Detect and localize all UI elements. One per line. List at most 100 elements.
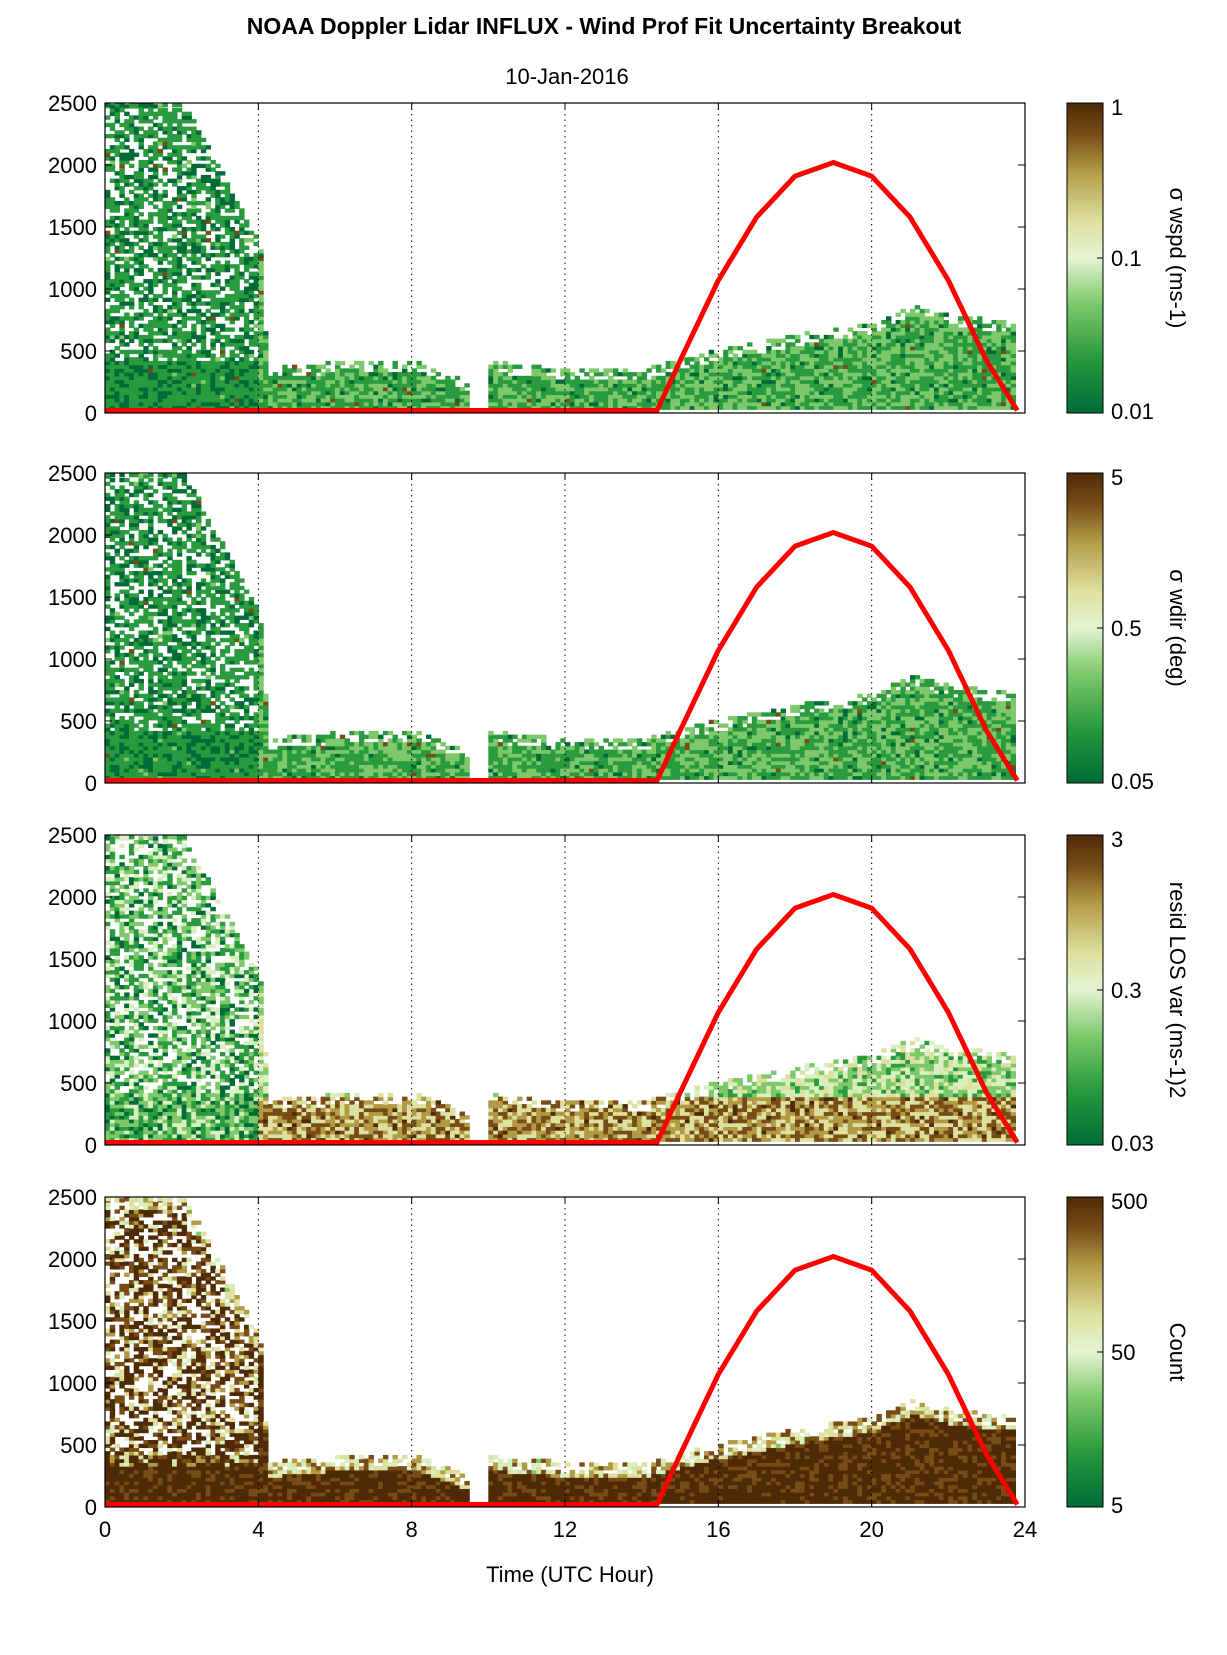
heatmap-cell <box>991 364 997 369</box>
heatmap-cell <box>124 137 130 143</box>
heatmap-cell <box>598 379 604 384</box>
heatmap-cell <box>152 398 159 403</box>
heatmap-cell <box>608 368 614 373</box>
heatmap-cell <box>105 372 111 377</box>
heatmap-cell <box>488 383 494 388</box>
heatmap-cell <box>210 394 216 399</box>
heatmap-cell <box>680 394 686 399</box>
heatmap-cell <box>790 334 796 340</box>
heatmap-cell <box>176 148 183 154</box>
heatmap-cell <box>488 364 494 369</box>
heatmap-cell <box>622 398 628 403</box>
heatmap-cell <box>152 645 159 650</box>
heatmap-cell <box>128 753 135 758</box>
heatmap-cell <box>148 174 154 180</box>
heatmap-cell <box>157 716 164 721</box>
heatmap-cell <box>814 375 820 381</box>
heatmap-cell <box>152 690 159 695</box>
heatmap-cell <box>574 383 580 388</box>
heatmap-cell <box>910 386 916 392</box>
heatmap-cell <box>502 379 509 384</box>
heatmap-cell <box>138 645 144 650</box>
heatmap-cell <box>775 349 782 355</box>
heatmap-cell <box>143 390 149 395</box>
heatmap-cell <box>991 346 997 351</box>
heatmap-cell <box>109 111 116 116</box>
heatmap-cell <box>790 360 796 366</box>
heatmap-cell <box>148 334 154 340</box>
heatmap-cell <box>756 398 763 403</box>
heatmap-cell <box>349 401 355 407</box>
heatmap-cell <box>167 353 173 358</box>
heatmap-cell <box>282 394 288 399</box>
heatmap-cell <box>105 708 111 713</box>
heatmap-cell <box>291 398 298 403</box>
heatmap-cell <box>162 693 168 699</box>
heatmap-cell <box>253 305 259 310</box>
heatmap-cell <box>157 742 164 747</box>
heatmap-cell <box>703 379 710 384</box>
heatmap-cell <box>986 383 993 388</box>
heatmap-cell <box>128 334 135 340</box>
heatmap-cell <box>684 394 691 399</box>
heatmap-cell <box>953 390 959 395</box>
heatmap-cell <box>258 271 264 276</box>
heatmap-cell <box>143 182 149 187</box>
heatmap-cell <box>172 518 178 524</box>
heatmap-cell <box>862 405 868 410</box>
heatmap-cell <box>713 360 719 366</box>
heatmap-cell <box>167 137 173 143</box>
heatmap-cell <box>910 405 916 410</box>
heatmap-cell <box>210 215 216 221</box>
heatmap-cell <box>181 675 188 680</box>
heatmap-cell <box>181 489 188 494</box>
heatmap-cell <box>162 626 168 632</box>
heatmap-cell <box>128 675 135 680</box>
heatmap-cell <box>421 386 427 392</box>
heatmap-cell <box>128 749 135 754</box>
heatmap-cell <box>234 286 240 291</box>
heatmap-cell <box>790 390 796 395</box>
heatmap-cell <box>176 394 183 399</box>
heatmap-cell <box>780 394 787 399</box>
heatmap-cell <box>943 401 949 407</box>
heatmap-cell <box>172 764 178 769</box>
heatmap-cell <box>119 570 125 576</box>
heatmap-cell <box>148 582 154 587</box>
heatmap-cell <box>119 771 125 777</box>
heatmap-cell <box>886 394 892 399</box>
heatmap-cell <box>181 515 188 520</box>
heatmap-cell <box>953 346 959 351</box>
heatmap-cell <box>186 738 192 743</box>
heatmap-cell <box>828 357 834 362</box>
heatmap-cell <box>895 405 902 410</box>
heatmap-cell <box>172 593 178 598</box>
heatmap-cell <box>148 323 154 329</box>
heatmap-cell <box>162 634 168 639</box>
heatmap-cell <box>167 708 173 713</box>
heatmap-cell <box>996 386 1002 392</box>
heatmap-cell <box>128 245 135 250</box>
heatmap-cell <box>234 379 240 384</box>
heatmap-cell <box>215 182 221 187</box>
heatmap-cell <box>847 398 854 403</box>
heatmap-cell <box>795 372 801 377</box>
heatmap-cell <box>761 357 767 362</box>
heatmap-cell <box>133 704 140 710</box>
heatmap-cell <box>771 383 777 388</box>
heatmap-cell <box>181 649 188 654</box>
heatmap-cell <box>143 160 149 165</box>
heatmap-cell <box>210 360 216 366</box>
heatmap-cell <box>128 379 135 384</box>
heatmap-cell <box>689 368 695 373</box>
heatmap-cell <box>790 383 796 388</box>
heatmap-cell <box>229 338 235 343</box>
heatmap-cell <box>157 473 164 478</box>
heatmap-cell <box>114 383 120 388</box>
heatmap-cell <box>105 193 111 198</box>
heatmap-cell <box>593 394 600 399</box>
heatmap-cell <box>325 390 331 395</box>
heatmap-cell <box>991 390 997 395</box>
heatmap-cell <box>900 320 906 325</box>
heatmap-cell <box>119 652 125 658</box>
